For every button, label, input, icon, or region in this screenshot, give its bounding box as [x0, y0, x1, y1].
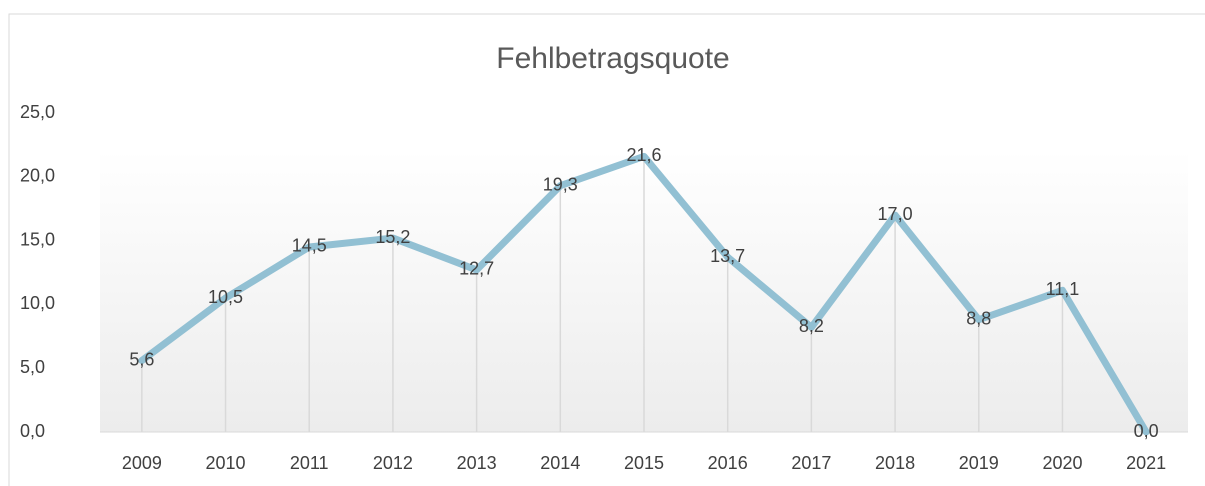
y-tick-label: 25,0: [20, 102, 55, 122]
chart-frame: [8, 13, 1205, 486]
y-tick-label: 15,0: [20, 229, 55, 249]
data-label: 14,5: [292, 236, 327, 256]
x-tick-label: 2015: [624, 453, 664, 473]
x-tick-label: 2016: [708, 453, 748, 473]
x-tick-label: 2017: [791, 453, 831, 473]
y-tick-label: 20,0: [20, 166, 55, 186]
y-tick-label: 5,0: [20, 357, 45, 377]
x-tick-label: 2021: [1126, 453, 1166, 473]
x-tick-label: 2011: [290, 453, 329, 473]
data-label: 15,2: [375, 227, 410, 247]
data-label: 8,2: [799, 316, 824, 336]
data-label: 0,0: [1134, 421, 1159, 441]
x-tick-label: 2013: [457, 453, 497, 473]
x-tick-label: 2009: [122, 453, 162, 473]
data-label: 13,7: [710, 246, 745, 266]
data-label: 17,0: [878, 204, 913, 224]
data-label: 19,3: [543, 174, 578, 194]
x-tick-label: 2019: [959, 453, 999, 473]
data-label: 12,7: [459, 259, 494, 279]
data-label: 5,6: [129, 349, 154, 369]
y-tick-label: 10,0: [20, 293, 55, 313]
x-tick-label: 2012: [373, 453, 413, 473]
y-tick-label: 0,0: [20, 421, 45, 441]
data-label: 11,1: [1046, 279, 1080, 299]
data-label: 10,5: [208, 287, 243, 307]
chart-title: Fehlbetragsquote: [496, 42, 730, 75]
data-label: 21,6: [626, 145, 661, 165]
data-line: [138, 152, 1150, 436]
x-tick-label: 2020: [1042, 453, 1082, 473]
data-label: 8,8: [966, 308, 991, 328]
x-tick-label: 2018: [875, 453, 915, 473]
x-tick-label: 2014: [540, 453, 580, 473]
x-tick-label: 2010: [206, 453, 246, 473]
